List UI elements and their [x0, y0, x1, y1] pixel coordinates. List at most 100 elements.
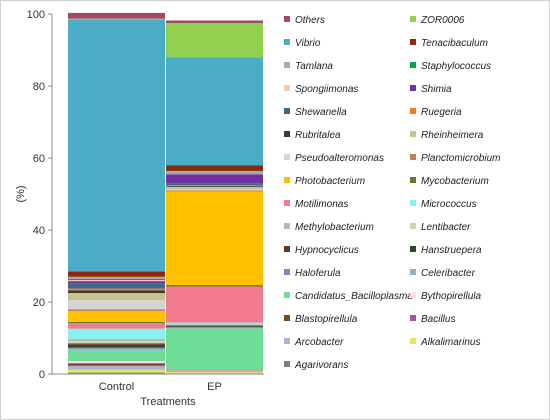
bar-segment-mycobacterium-ep — [166, 285, 263, 287]
legend-item: Photobacterium — [284, 176, 365, 187]
y-tick-label: 60 — [33, 153, 45, 165]
y-tick-label: 0 — [39, 369, 45, 381]
bar-segment-shimia-control — [68, 281, 165, 284]
bar-segment-lentibacter-control — [68, 341, 165, 344]
legend-label: Arcobacter — [294, 337, 344, 348]
legend-item: Arcobacter — [284, 337, 344, 348]
bar-segment-bacillus-control — [68, 365, 165, 367]
bar-segment-arcobacter-control — [68, 366, 165, 370]
bar-segment-blastopirellula-control — [68, 363, 165, 365]
legend-label: Planctomicrobium — [421, 153, 500, 164]
bar-segment-tenacibaculum-control — [68, 271, 165, 277]
legend-swatch — [410, 269, 416, 275]
legend-item: Agarivorans — [284, 360, 348, 371]
bar-segment-shewanella-control — [68, 283, 165, 289]
legend-item: Lentibacter — [410, 222, 471, 233]
legend-label: Celeribacter — [421, 268, 476, 279]
bar-segment-micrococcus-control — [68, 328, 165, 339]
bar-segment-planctomicrobium-ep — [166, 190, 263, 192]
bar-segment-staphylococcus-control — [68, 278, 165, 281]
legend-item: Mycobacterium — [410, 176, 489, 187]
legend-swatch — [284, 85, 290, 91]
legend-swatch — [410, 200, 416, 206]
legend-swatch — [410, 315, 416, 321]
legend-label: Blastopirellula — [295, 314, 358, 325]
legend-swatch — [410, 154, 416, 160]
legend-item: Hanstruepera — [410, 245, 482, 256]
legend-label: Bacillus — [421, 314, 455, 325]
legend-label: Others — [295, 15, 325, 26]
bar-segment-motilimonas-control — [68, 323, 165, 329]
bar-segment-motilimonas-ep — [166, 286, 263, 323]
legend-label: Staphylococcus — [421, 61, 491, 72]
legend-label: Pseudoalteromonas — [295, 153, 384, 164]
legend-swatch — [410, 246, 416, 252]
bar-segment-hanstruepera-control — [68, 344, 165, 348]
bar-segment-agarivorans-control — [68, 372, 165, 374]
axes: 0 20 40 60 80 100 Control EP — [27, 9, 264, 393]
legend-swatch — [284, 269, 290, 275]
legend-swatch — [284, 108, 290, 114]
legend-swatch — [284, 177, 290, 183]
bar-segment-staphylococcus-ep — [166, 172, 263, 174]
bar-segment-planctomicrobium-control — [68, 309, 165, 311]
legend-label: Shimia — [421, 84, 452, 95]
bar-segment-methylobacterium-ep — [166, 323, 263, 325]
legend-swatch — [284, 361, 290, 367]
bar-segment-tenacibaculum-ep — [166, 165, 263, 171]
legend-swatch — [284, 292, 290, 298]
legend-item: Tenacibaculum — [410, 38, 488, 49]
legend-item: Alkalimarinus — [410, 337, 480, 348]
legend-item: Bythopirellula — [410, 291, 481, 302]
legend-item: Blastopirellula — [284, 314, 358, 325]
legend-label: Shewanella — [295, 107, 347, 118]
bar-segment-others-control — [68, 12, 165, 19]
legend-swatch — [284, 62, 290, 68]
legend-swatch — [284, 223, 290, 229]
legend-label: ZOR0006 — [420, 15, 465, 26]
legend-swatch — [410, 177, 416, 183]
legend-swatch — [284, 338, 290, 344]
legend-swatch — [410, 108, 416, 114]
bar-segment-methylobacterium-control — [68, 338, 165, 342]
legend-swatch — [410, 292, 416, 298]
bar-segment-shewanella-ep — [166, 183, 263, 185]
bar-segment-mycobacterium-control — [68, 321, 165, 324]
legend-label: Rubritalea — [295, 130, 341, 141]
legend-item: Shimia — [410, 84, 452, 95]
bar-segment-vibrio-control — [68, 19, 165, 272]
bar-segment-pseudoalteromonas-ep — [166, 188, 263, 191]
x-tick-label: Control — [99, 381, 134, 393]
legend-swatch — [410, 62, 416, 68]
legend-item: Vibrio — [284, 38, 321, 49]
legend-swatch — [410, 223, 416, 229]
legend-swatch — [284, 39, 290, 45]
bar-segment-rubritalea-control — [68, 290, 165, 293]
bar-segment-arcobacter-ep — [166, 371, 263, 373]
legend-label: Agarivorans — [294, 360, 348, 371]
bar-segment-spongiimonas-control — [68, 280, 165, 282]
bar-segment-pseudoalteromonas-control — [68, 300, 165, 310]
legend-item: Motilimonas — [284, 199, 348, 210]
bar-segment-hanstruepera-ep — [166, 326, 263, 328]
bar-segment-candidatus-bacilloplasma-ep — [166, 328, 263, 371]
legend-item: Candidatus_Bacilloplasma — [284, 291, 413, 302]
bar-segment-tamlana-ep — [166, 170, 263, 173]
legend-label: Hypnocyclicus — [295, 245, 359, 256]
legend-item: Others — [284, 15, 325, 26]
legend-swatch — [410, 131, 416, 137]
legend-swatch — [410, 85, 416, 91]
legend-swatch — [410, 16, 416, 22]
y-tick-label: 40 — [33, 225, 45, 237]
legend: Others ZOR0006 Vibrio Tenacibaculum Tamlana S… — [284, 15, 500, 371]
legend-label: Ruegeria — [421, 107, 462, 118]
bar-segment-spongiimonas-ep — [166, 173, 263, 175]
legend-label: Vibrio — [295, 38, 321, 49]
legend-label: Hanstruepera — [421, 245, 482, 256]
x-axis-title: Treatments — [140, 396, 196, 408]
bar-segment-candidatus-bacilloplasma-control — [68, 350, 165, 362]
bar-segment-haloferula-ep — [166, 327, 263, 328]
bar-segment-zor0006-control — [68, 18, 165, 20]
bar-segment-photobacterium-control — [68, 311, 165, 322]
y-axis-title: (%) — [15, 185, 27, 202]
